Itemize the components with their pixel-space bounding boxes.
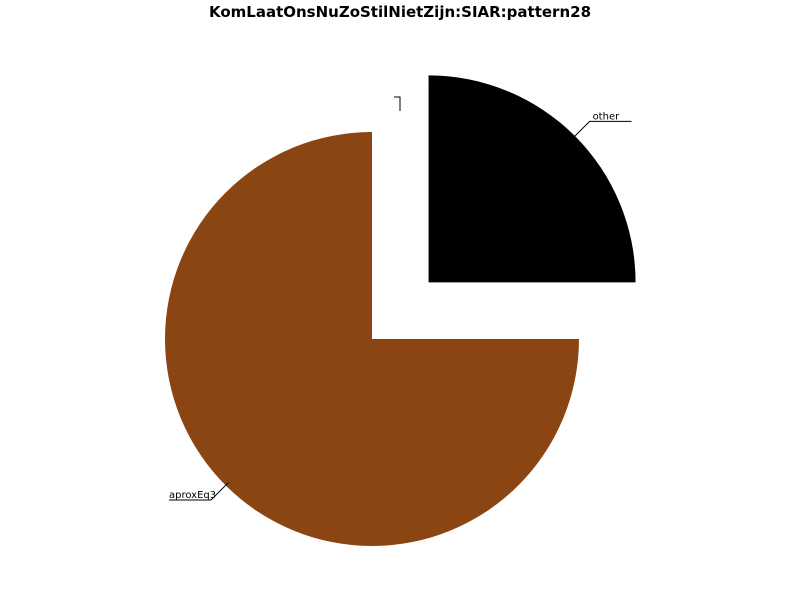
chart-title: KomLaatOnsNuZoStilNietZijn:SIAR:pattern2… <box>208 3 592 21</box>
pie-slice-aproxeq3 <box>165 132 579 546</box>
pie-slice-aproxeq3-label: aproxEq3 <box>169 490 216 501</box>
pie-slice-3-leader-line <box>394 96 401 111</box>
pie-slice-other <box>428 75 636 283</box>
pie-slices <box>165 75 636 546</box>
pie-slice-2-leader-line <box>394 96 401 111</box>
pie-slice-other-label: other <box>593 111 621 122</box>
pie-slice-other-leader-line <box>571 120 632 140</box>
pie-slice-aproxeq3-leader-line <box>168 482 229 501</box>
pie-labels: other aproxEq3 <box>168 96 632 501</box>
